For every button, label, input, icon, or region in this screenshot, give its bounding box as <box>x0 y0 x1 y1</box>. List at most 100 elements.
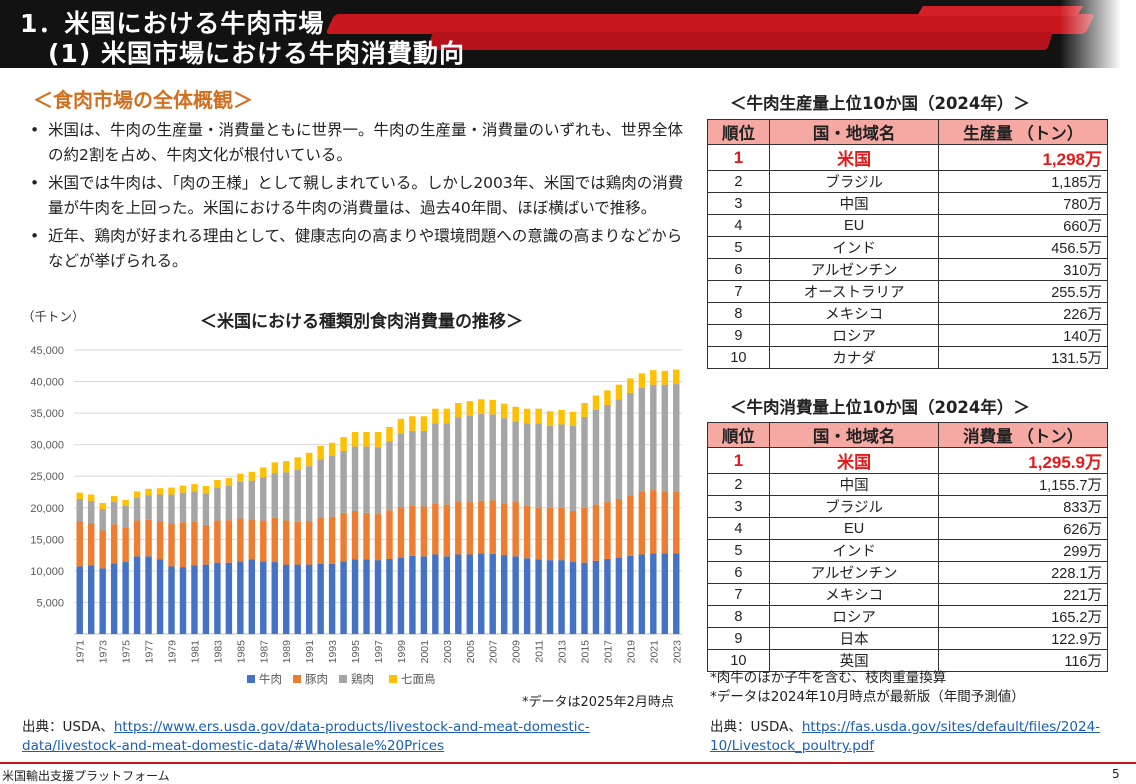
bar-segment <box>673 553 680 634</box>
bar-segment <box>409 416 416 431</box>
source-link[interactable]: https://www.ers.usda.gov/data-products/l… <box>113 719 590 735</box>
bar-segment <box>512 556 519 634</box>
bar-segment <box>478 399 485 414</box>
bar-segment <box>374 514 382 561</box>
bar-segment <box>546 507 554 561</box>
bar-segment <box>443 504 451 557</box>
rank-cell: 3 <box>707 495 770 518</box>
bar-segment <box>202 564 210 634</box>
y-tick-label: 40,000 <box>30 377 64 389</box>
x-tick-label: 1979 <box>167 640 179 664</box>
page-subtitle: (1) 米国市場における牛肉消費動向 <box>48 39 465 68</box>
bar-segment <box>443 556 451 634</box>
bar-segment <box>409 430 416 506</box>
bar-segment <box>317 459 324 518</box>
bar-segment <box>535 408 542 424</box>
x-tick-label: 1999 <box>396 640 408 664</box>
bar-segment <box>512 502 519 557</box>
bar-segment <box>351 432 359 447</box>
country-cell: オーストラリア <box>768 280 940 303</box>
source-link[interactable]: data/livestock-and-meat-domestic-data/#W… <box>22 738 445 754</box>
bar-segment <box>523 408 531 424</box>
source-link[interactable]: https://fas.usda.gov/sites/default/files… <box>801 719 1101 735</box>
bar-segment <box>317 445 324 460</box>
table-row: 5 インド 456.5万 <box>707 236 1108 259</box>
bar-segment <box>397 507 405 558</box>
bar-segment <box>558 560 565 634</box>
legend-label: 鶏肉 <box>351 672 374 686</box>
bar-segment <box>650 490 657 554</box>
country-cell: ロシア <box>768 324 940 347</box>
bar-segment <box>604 558 611 634</box>
bar-segment <box>248 519 256 560</box>
rank-cell: 10 <box>707 649 770 672</box>
x-tick-label: 2011 <box>534 640 546 663</box>
country-cell: EU <box>768 214 940 237</box>
bar-segment <box>76 492 83 499</box>
bar-segment <box>386 441 393 511</box>
bar-segment <box>260 477 267 521</box>
bar-segment <box>283 520 290 565</box>
bar-segment <box>110 524 118 564</box>
bar-segment <box>351 446 359 511</box>
bar-segment <box>260 520 267 562</box>
bar-segment <box>145 488 152 496</box>
country-cell: ブラジル <box>768 495 940 518</box>
bar-segment <box>650 384 657 491</box>
bar-segment <box>99 568 106 634</box>
rank-cell: 6 <box>707 258 770 281</box>
header-value: 消費量 （トン） <box>938 422 1108 448</box>
country-cell: 中国 <box>768 473 940 496</box>
bar-segment <box>122 527 129 563</box>
bar-segment <box>661 384 669 492</box>
table-row: 9 ロシア 140万 <box>707 324 1108 347</box>
bar-segment <box>351 559 359 634</box>
bar-segment <box>214 520 221 563</box>
bar-segment <box>99 509 106 531</box>
rank-cell: 8 <box>707 605 770 628</box>
bar-segment <box>604 404 611 503</box>
bar-segment <box>214 480 221 488</box>
bar-segment <box>271 517 278 563</box>
table-row: 8 ロシア 165.2万 <box>707 605 1108 628</box>
source-prefix: 出典：USDA、 <box>710 719 802 735</box>
y-tick-label: 35,000 <box>30 408 64 420</box>
y-tick-label: 30,000 <box>30 440 64 452</box>
header-fade <box>1060 0 1136 68</box>
bar-segment <box>87 522 95 566</box>
bar-segment <box>76 521 83 567</box>
rank-cell: 2 <box>707 170 770 193</box>
bar-segment <box>489 500 496 554</box>
value-cell: 1,155.7万 <box>938 473 1108 496</box>
bar-segment <box>627 555 634 634</box>
bar-segment <box>271 562 278 634</box>
bar-segment <box>122 499 129 506</box>
bar-segment <box>294 469 301 522</box>
rank-cell: 10 <box>707 346 770 369</box>
legend-label: 七面鳥 <box>401 672 436 686</box>
rank-cell: 3 <box>707 192 770 215</box>
note-line: *データは2024年10月時点が最新版（年間予測値） <box>710 689 1025 705</box>
value-cell: 165.2万 <box>938 605 1108 628</box>
legend-swatch <box>293 675 301 683</box>
bar-segment <box>133 497 141 521</box>
bar-segment <box>363 432 370 447</box>
x-tick-label: 1993 <box>327 640 339 664</box>
bar-segment <box>305 521 313 565</box>
overview-title: ＜食肉市場の全体概観＞ <box>33 88 253 112</box>
bar-segment <box>374 560 382 634</box>
table-row: 7 オーストラリア 255.5万 <box>707 280 1108 303</box>
table-row: 10 カナダ 131.5万 <box>707 346 1108 369</box>
bar-segment <box>237 561 244 634</box>
bar-segment <box>328 563 336 634</box>
bar-segment <box>202 524 210 565</box>
bar-segment <box>581 507 588 563</box>
source-link[interactable]: 10/Livestock_poultry.pdf <box>710 738 875 754</box>
bar-segment <box>546 411 554 426</box>
bar-segment <box>535 507 542 560</box>
bar-segment <box>432 408 439 424</box>
rank-cell: 4 <box>707 214 770 237</box>
bar-segment <box>569 425 577 511</box>
bar-segment <box>237 518 244 562</box>
x-tick-label: 2003 <box>442 640 454 664</box>
